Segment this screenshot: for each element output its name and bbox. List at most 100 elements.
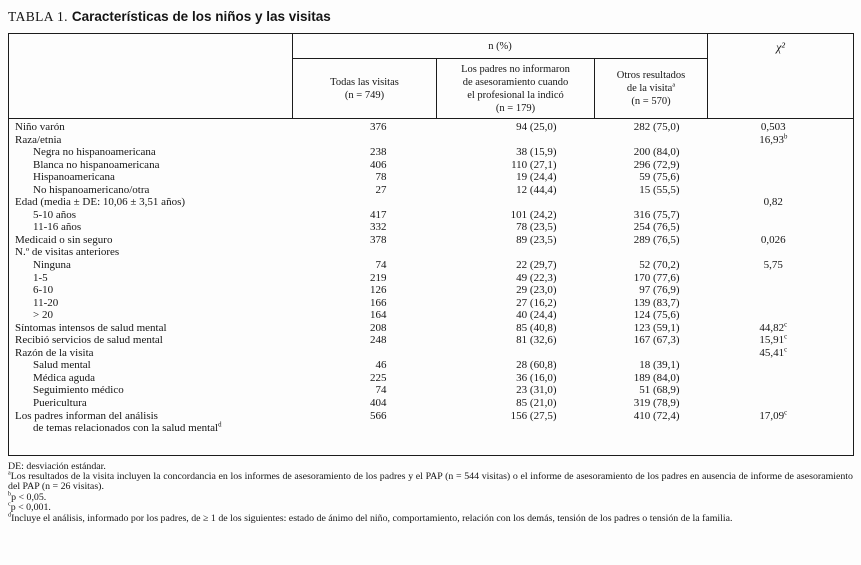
table-header: n (%) χ² Todas las visitas (n = 749) Los… (8, 33, 854, 119)
cell-padres-no-informaron: 28 (60,8) (516, 359, 557, 372)
cell-padres-no-informaron: 85 (40,8) (516, 321, 557, 334)
footnote-c: cp < 0,001. (8, 502, 51, 514)
row-label: No hispanoamericano/otra (33, 183, 150, 196)
row-label: Razón de la visita (15, 346, 94, 359)
row-label: Médica aguda (33, 371, 95, 384)
cell-padres-no-informaron: 101 (24,2) (510, 208, 557, 221)
cell-padres-no-informaron: 81 (32,6) (516, 334, 557, 347)
footnote-de: DE: desviación estándar. (8, 460, 106, 472)
row-label: Recibió servicios de salud mental (15, 334, 163, 347)
table-row: Recibió servicios de salud mental 248 81… (9, 334, 854, 347)
cell-padres-no-informaron (437, 246, 595, 259)
cell-padres-no-informaron: 40 (24,4) (516, 309, 557, 322)
cell-otros-resultados (595, 246, 708, 259)
row-label: Medicaid o sin seguro (15, 233, 113, 246)
table-row: 6-10 126 29 (23,0) 97 (76,9) (9, 284, 854, 297)
cell-todas: 378 (370, 233, 387, 246)
footnote-d: dIncluye el análisis, informado por los … (8, 512, 733, 524)
table-row: Ninguna 74 22 (29,7) 52 (70,2) 5,75 (9, 259, 854, 272)
cell-todas: 406 (370, 158, 387, 171)
cell-todas: 208 (370, 321, 387, 334)
cell-chi2: 44,82c (759, 321, 788, 334)
cell-todas: 74 (375, 384, 387, 397)
cell-todas (293, 246, 437, 259)
cell-padres-no-informaron: 85 (21,0) (516, 397, 557, 410)
cell-padres-no-informaron: 19 (24,4) (516, 171, 557, 184)
row-label: Puericultura (33, 397, 87, 410)
table-row: N.º de visitas anteriores (9, 246, 854, 259)
cell-chi2: 16,93b (759, 132, 788, 146)
cell-otros-resultados: 167 (67,3) (633, 334, 680, 347)
cell-todas: 27 (375, 183, 387, 196)
row-label: Seguimiento médico (33, 384, 124, 397)
stub-header (8, 33, 293, 119)
cell-chi2 (708, 309, 854, 322)
cell-todas: 566 (370, 409, 387, 422)
row-label: N.º de visitas anteriores (15, 246, 120, 259)
group-header-n-pct: n (%) (292, 33, 708, 59)
cell-todas: 126 (370, 284, 387, 297)
cell-padres-no-informaron: 94 (25,0) (516, 121, 557, 133)
cell-otros-resultados: 319 (78,9) (633, 397, 680, 410)
cell-todas: 46 (375, 359, 387, 372)
cell-chi2 (708, 171, 854, 184)
cell-otros-resultados: 139 (83,7) (633, 296, 680, 309)
row-label: Blanca no hispanoamericana (33, 158, 160, 171)
cell-chi2: 0,503 (760, 121, 786, 133)
table-row: Razón de la visita 45,41c (9, 346, 854, 360)
cell-otros-resultados: 15 (55,5) (639, 183, 680, 196)
table-row: Seguimiento médico 74 23 (31,0) 51 (68,9… (9, 384, 854, 397)
cell-padres-no-informaron: 29 (23,0) (516, 284, 557, 297)
column-header-chi2: χ² (707, 33, 854, 119)
cell-otros-resultados: 296 (72,9) (633, 158, 680, 171)
row-label: Raza/etnia (15, 133, 62, 146)
cell-otros-resultados: 124 (75,6) (633, 309, 680, 322)
cell-todas: 248 (370, 334, 387, 347)
cell-padres-no-informaron (437, 347, 595, 360)
cell-padres-no-informaron: 78 (23,5) (516, 221, 557, 234)
cell-chi2: 0,82 (763, 196, 783, 209)
cell-padres-no-informaron: 12 (44,4) (516, 183, 557, 196)
table-body: Niño varón 376 94 (25,0) 282 (75,0) 0,50… (9, 119, 854, 456)
cell-padres-no-informaron: 23 (31,0) (516, 384, 557, 397)
cell-chi2: 17,09c (759, 408, 788, 422)
cell-chi2 (708, 159, 854, 172)
cell-todas: 74 (375, 259, 387, 272)
row-label: Negra no hispanoamericana (33, 146, 156, 159)
cell-todas: 404 (370, 397, 387, 410)
cell-otros-resultados: 316 (75,7) (633, 208, 680, 221)
column-header-todas-las-visitas: Todas las visitas (n = 749) (292, 58, 437, 119)
cell-otros-resultados: 97 (76,9) (639, 284, 680, 297)
row-label: Hispanoamericana (33, 171, 115, 184)
row-label: 5-10 años (33, 208, 77, 221)
cell-otros-resultados: 18 (39,1) (639, 359, 680, 372)
cell-padres-no-informaron (437, 196, 595, 209)
cell-todas: 417 (370, 208, 387, 221)
table-row: Puericultura 404 85 (21,0) 319 (78,9) (9, 397, 854, 410)
cell-otros-resultados (595, 196, 708, 209)
cell-padres-no-informaron: 89 (23,5) (516, 233, 557, 246)
cell-chi2 (708, 284, 854, 297)
table-row: 1-5 219 49 (22,3) 170 (77,6) (9, 272, 854, 285)
row-label: 1-5 (33, 271, 48, 284)
cell-todas (293, 347, 437, 360)
cell-chi2: 45,41c (759, 346, 788, 359)
column-header-padres-no-informaron: Los padres no informaron de asesoramient… (436, 58, 595, 119)
characteristics-table: n (%) χ² Todas las visitas (n = 749) Los… (8, 33, 855, 456)
cell-chi2 (708, 272, 854, 285)
cell-otros-resultados (595, 134, 708, 147)
footnotes: DE: desviación estándar. aLos resultados… (8, 460, 853, 524)
cell-todas: 332 (370, 221, 387, 234)
cell-otros-resultados: 170 (77,6) (633, 271, 680, 284)
cell-chi2 (708, 221, 854, 234)
cell-chi2 (708, 397, 854, 410)
cell-chi2 (708, 372, 854, 385)
cell-todas: 225 (370, 371, 387, 384)
table-row: 11-20 166 27 (16,2) 139 (83,7) (9, 297, 854, 310)
cell-chi2: 0,026 (760, 233, 786, 246)
cell-padres-no-informaron: 49 (22,3) (516, 271, 557, 284)
cell-chi2 (708, 246, 854, 259)
cell-otros-resultados: 59 (75,6) (639, 171, 680, 184)
table-caption: TABLA 1. Características de los niños y l… (8, 9, 853, 24)
table-row: Blanca no hispanoamericana 406 110 (27,1… (9, 159, 854, 172)
